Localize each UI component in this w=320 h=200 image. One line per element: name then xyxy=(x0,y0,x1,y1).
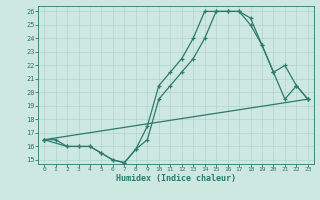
X-axis label: Humidex (Indice chaleur): Humidex (Indice chaleur) xyxy=(116,174,236,183)
